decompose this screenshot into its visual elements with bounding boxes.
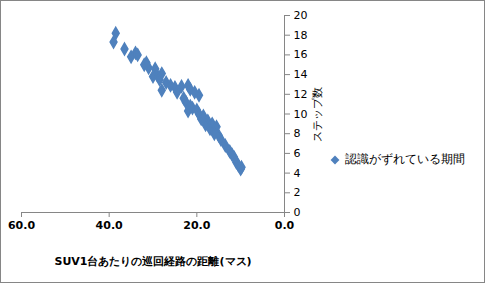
svg-text:18: 18 <box>294 29 308 42</box>
svg-text:16: 16 <box>294 48 308 61</box>
svg-text:20: 20 <box>294 9 308 22</box>
svg-text:SUV1台あたりの巡回経路の距離(マス): SUV1台あたりの巡回経路の距離(マス) <box>54 255 251 268</box>
svg-text:14: 14 <box>294 68 308 81</box>
svg-text:8: 8 <box>294 127 301 140</box>
svg-text:12: 12 <box>294 88 308 101</box>
svg-text:ステップ数: ステップ数 <box>311 87 324 142</box>
svg-text:2: 2 <box>294 186 301 199</box>
svg-text:60.0: 60.0 <box>8 219 35 232</box>
svg-text:0.0: 0.0 <box>275 219 295 232</box>
svg-text:4: 4 <box>294 167 301 180</box>
svg-text:10: 10 <box>294 108 308 121</box>
svg-text:6: 6 <box>294 147 301 160</box>
svg-text:40.0: 40.0 <box>96 219 123 232</box>
html-text:認識がずれている期間: 認識がずれている期間 <box>345 152 465 166</box>
svg-text:20.0: 20.0 <box>183 219 210 232</box>
svg-text:0: 0 <box>294 206 301 219</box>
